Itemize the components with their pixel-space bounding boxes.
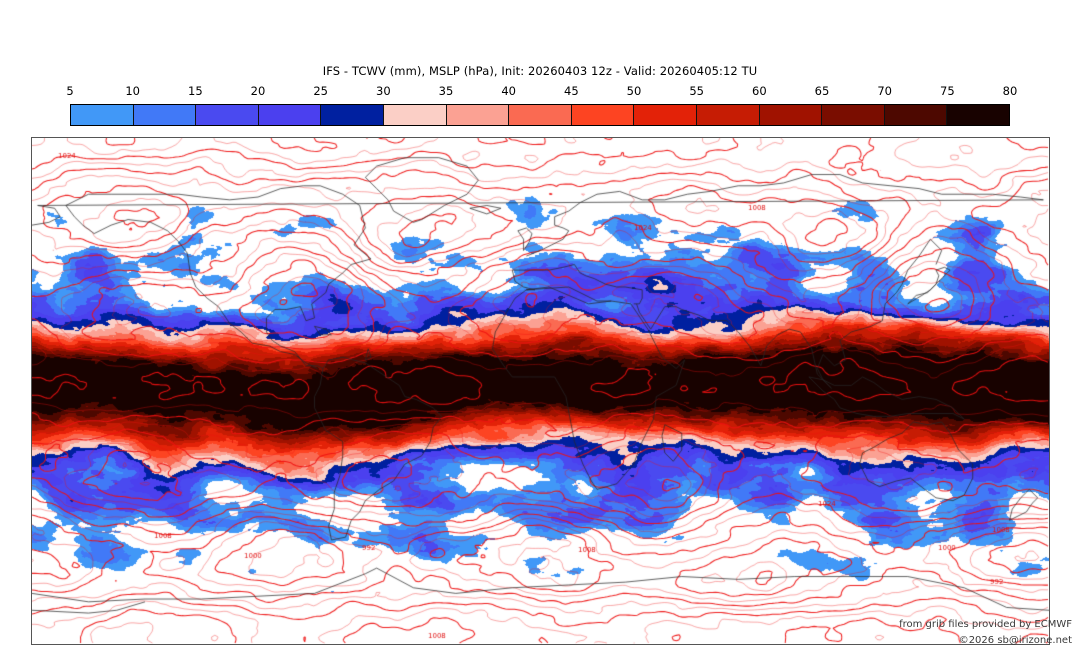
colorbar-tick-70: 70 xyxy=(877,84,892,98)
colorbar-band-20-25 xyxy=(258,105,322,125)
colorbar-tick-35: 35 xyxy=(438,84,454,98)
colorbar-tick-10: 10 xyxy=(125,84,140,98)
tcwv-mslp-field xyxy=(32,138,1049,644)
colorbar-band-55-60 xyxy=(696,105,760,125)
colorbar-band-45-50 xyxy=(571,105,635,125)
data-source-credit: from grib files provided by ECMWF xyxy=(899,619,1072,630)
weather-map xyxy=(31,137,1050,645)
colorbar-tick-60: 60 xyxy=(752,84,767,98)
colorbar-tick-50: 50 xyxy=(626,84,642,98)
colorbar-band-60-65 xyxy=(759,105,823,125)
colorbar-band-25-30 xyxy=(321,105,384,125)
colorbar-tick-15: 15 xyxy=(188,84,203,98)
colorbar-tick-75: 75 xyxy=(940,84,955,98)
colorbar-band-10-15 xyxy=(133,105,197,125)
colorbar-band-70-75 xyxy=(884,105,948,125)
colorbar-tick-20: 20 xyxy=(250,84,266,98)
colorbar-band-35-40 xyxy=(446,105,510,125)
page-title: IFS - TCWV (mm), MSLP (hPa), Init: 20260… xyxy=(322,64,758,78)
colorbar-tick-65: 65 xyxy=(814,84,830,98)
colorbar-band-5-10 xyxy=(71,105,134,125)
colorbar-band-30-35 xyxy=(383,105,447,125)
colorbar-tick-45: 45 xyxy=(564,84,579,98)
colorbar-band-40-45 xyxy=(509,105,572,125)
colorbar-band-75-80 xyxy=(947,105,1009,125)
colorbar-tick-55: 55 xyxy=(689,84,704,98)
colorbar-tick-labels: 5 10 15 20 25 30 35 40 45 50 55 60 65 70 75 80 xyxy=(66,84,1017,102)
colorbar-tick-5: 5 xyxy=(66,84,74,98)
colorbar-band-65-70 xyxy=(822,105,885,125)
colorbar-bands xyxy=(70,104,1010,126)
colorbar-tick-30: 30 xyxy=(376,84,391,98)
colorbar-band-15-20 xyxy=(196,105,259,125)
colorbar-band-50-55 xyxy=(634,105,697,125)
colorbar-tick-80: 80 xyxy=(1002,84,1018,98)
colorbar: 5 10 15 20 25 30 35 40 45 50 55 60 65 70 75 80 xyxy=(66,84,1017,126)
colorbar-tick-40: 40 xyxy=(501,84,516,98)
copyright-credit: ©2026 sb@irizone.net xyxy=(958,635,1072,646)
colorbar-tick-25: 25 xyxy=(313,84,328,98)
